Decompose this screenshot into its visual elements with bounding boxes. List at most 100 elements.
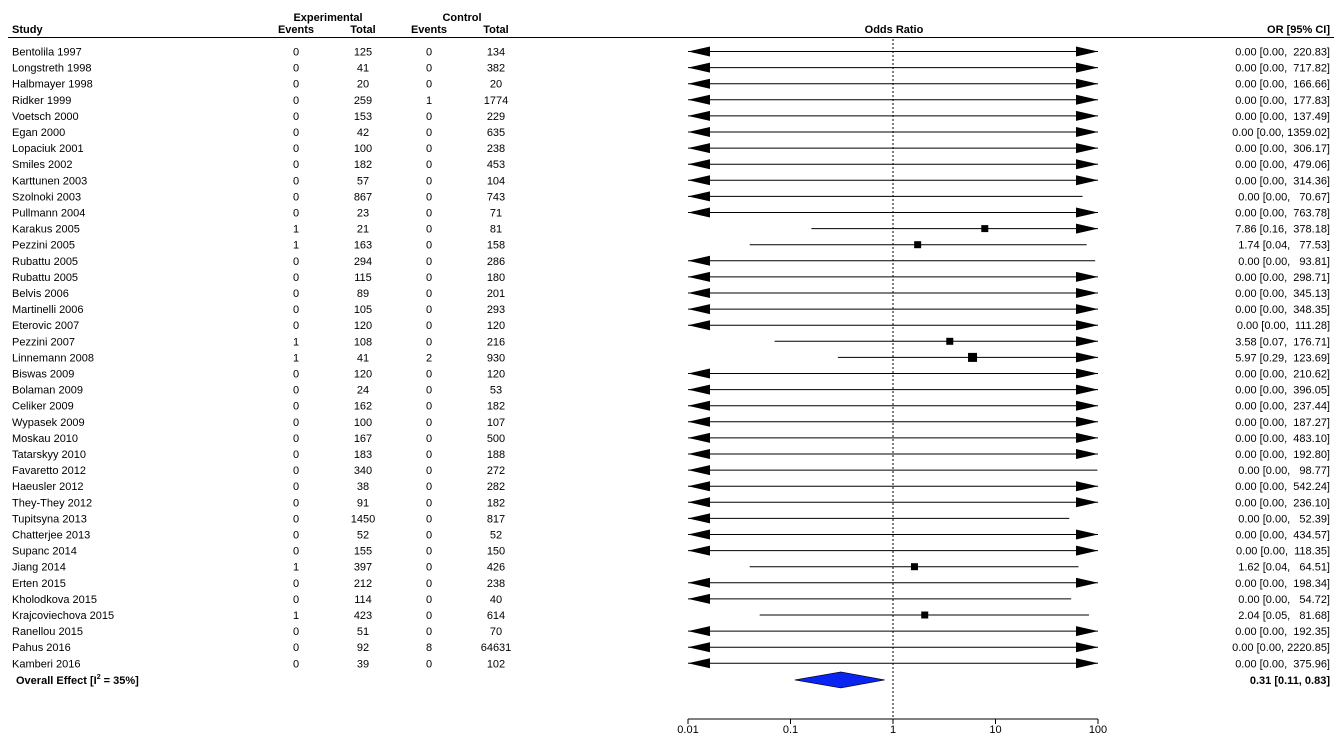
- experimental-total-header: Total: [350, 24, 375, 36]
- experimental-total: 21: [357, 224, 369, 236]
- control-events: 0: [426, 320, 432, 332]
- control-events: 0: [426, 111, 432, 123]
- or-ci-value: 0.00 [0.00, 763.78]: [1235, 208, 1330, 220]
- experimental-total: 89: [357, 288, 369, 300]
- ci-left-arrow: [688, 449, 710, 459]
- study-name: Favaretto 2012: [12, 465, 86, 477]
- study-name: Smiles 2002: [12, 159, 73, 171]
- x-tick-label: 10: [989, 724, 1001, 736]
- experimental-events: 0: [293, 320, 299, 332]
- study-row: Chatterjee 2013 0 52 0 52 0.00 [0.00, 434.57]: [12, 529, 1330, 542]
- ci-right-arrow: [1076, 368, 1098, 379]
- study-name: Halbmayer 1998: [12, 79, 93, 91]
- study-row: Smiles 2002 0 182 0 453 0.00 [0.00, 479.06]: [12, 159, 1330, 171]
- experimental-total: 100: [354, 143, 372, 155]
- control-total: 182: [487, 401, 505, 413]
- study-name: Bentolila 1997: [12, 47, 82, 59]
- or-ci-value: 0.00 [0.00, 396.05]: [1235, 385, 1330, 397]
- experimental-total: 52: [357, 530, 369, 542]
- control-total: 272: [487, 465, 505, 477]
- experimental-events: 0: [293, 288, 299, 300]
- study-name: Pullmann 2004: [12, 208, 85, 220]
- experimental-total: 23: [357, 208, 369, 220]
- control-events: 0: [426, 240, 432, 252]
- control-events: 0: [426, 175, 432, 187]
- ci-right-arrow: [1076, 207, 1098, 218]
- experimental-events: 1: [293, 240, 299, 252]
- experimental-events: 0: [293, 449, 299, 461]
- study-name: Erten 2015: [12, 578, 66, 590]
- control-events: 0: [426, 497, 432, 509]
- or-ci-value: 0.00 [0.00, 314.36]: [1235, 175, 1330, 187]
- x-tick-label: 100: [1089, 724, 1107, 736]
- study-name: Chatterjee 2013: [12, 530, 90, 542]
- ci-left-arrow: [688, 320, 710, 331]
- ci-left-arrow: [688, 497, 710, 508]
- control-events: 0: [426, 401, 432, 413]
- experimental-total: 114: [354, 594, 372, 606]
- study-row: Biswas 2009 0 120 0 120 0.00 [0.00, 210.62]: [12, 368, 1330, 381]
- ci-right-arrow: [1076, 577, 1098, 588]
- ci-right-arrow: [1076, 336, 1098, 347]
- study-name: They-They 2012: [12, 497, 92, 509]
- control-events: 0: [426, 127, 432, 139]
- control-total: 158: [487, 240, 505, 252]
- study-row: Halbmayer 1998 0 20 0 20 0.00 [0.00, 166.66]: [12, 78, 1330, 91]
- study-name: Tupitsyna 2013: [12, 513, 87, 525]
- study-name: Lopaciuk 2001: [12, 143, 84, 155]
- experimental-total: 867: [354, 191, 372, 203]
- overall-or-ci-value: 0.31 [0.11, 0.83]: [1250, 675, 1330, 687]
- experimental-events: 0: [293, 465, 299, 477]
- control-events: 0: [426, 63, 432, 75]
- or-ci-value: 0.00 [0.00, 717.82]: [1235, 63, 1330, 75]
- study-row: Tatarskyy 2010 0 183 0 188 0.00 [0.00, 192.80…: [12, 449, 1330, 461]
- ci-left-arrow: [688, 46, 710, 57]
- experimental-total: 41: [357, 352, 369, 364]
- control-total: 53: [490, 385, 502, 397]
- ci-right-arrow: [1076, 352, 1098, 363]
- ci-left-arrow: [688, 545, 710, 556]
- control-events: 0: [426, 417, 432, 429]
- study-row: Jiang 2014 1 397 0 426 1.62 [0.04, 64.51]: [12, 562, 1330, 574]
- study-name: Celiker 2009: [12, 401, 74, 413]
- ci-right-arrow: [1076, 626, 1098, 637]
- ci-left-arrow: [688, 288, 710, 298]
- or-ci-value: 0.00 [0.00, 111.28]: [1237, 320, 1330, 332]
- ci-left-arrow: [688, 175, 710, 186]
- control-total: 426: [487, 562, 505, 574]
- ci-left-arrow: [688, 593, 710, 604]
- control-total: 614: [487, 610, 505, 622]
- experimental-total: 212: [354, 578, 372, 590]
- or-ci-value: 0.00 [0.00, 118.35]: [1236, 546, 1330, 558]
- control-events: 0: [426, 610, 432, 622]
- study-row: Pullmann 2004 0 23 0 71 0.00 [0.00, 763.78]: [12, 207, 1330, 220]
- control-total: 188: [487, 449, 505, 461]
- study-row: Martinelli 2006 0 105 0 293 0.00 [0.00, 348.3…: [12, 304, 1330, 316]
- experimental-events: 0: [293, 127, 299, 139]
- ci-right-arrow: [1076, 497, 1098, 508]
- study-column-header: Study: [12, 24, 43, 36]
- ci-right-arrow: [1076, 46, 1098, 57]
- experimental-total: 115: [354, 272, 372, 284]
- control-events: 0: [426, 626, 432, 638]
- ci-left-arrow: [688, 513, 710, 524]
- experimental-events: 0: [293, 642, 299, 654]
- study-row: Egan 2000 0 42 0 635 0.00 [0.00, 1359.02]: [12, 127, 1330, 139]
- control-events: 0: [426, 658, 432, 670]
- experimental-events: 0: [293, 208, 299, 220]
- study-row: Eterovic 2007 0 120 0 120 0.00 [0.00, 111.28]: [12, 320, 1330, 332]
- control-total: 40: [490, 594, 502, 606]
- study-row: Wypasek 2009 0 100 0 107 0.00 [0.00, 187.27]: [12, 416, 1330, 429]
- control-events: 0: [426, 513, 432, 525]
- experimental-events: 0: [293, 626, 299, 638]
- experimental-events: 0: [293, 594, 299, 606]
- or-ci-value: 1.74 [0.04, 77.53]: [1238, 240, 1330, 252]
- control-events: 0: [426, 224, 432, 236]
- x-tick-label: 0.01: [677, 724, 698, 736]
- control-total: 107: [487, 417, 505, 429]
- study-row: Bentolila 1997 0 125 0 134 0.00 [0.00, 220.83…: [12, 46, 1330, 59]
- ci-right-arrow: [1076, 78, 1098, 89]
- study-name: Rubattu 2005: [12, 272, 78, 284]
- experimental-events: 1: [293, 224, 299, 236]
- ci-left-arrow: [688, 191, 710, 202]
